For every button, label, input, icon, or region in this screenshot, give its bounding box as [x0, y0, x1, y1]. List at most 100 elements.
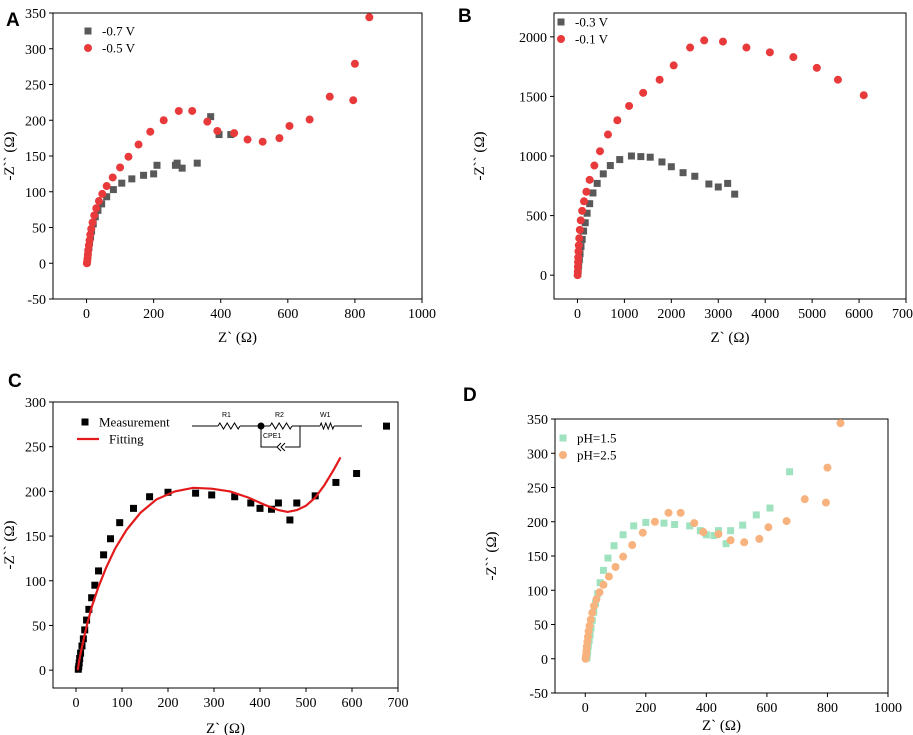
point-measurement: [383, 422, 390, 430]
point-0-5-v: [230, 129, 239, 138]
point-0-1-v: [765, 48, 774, 57]
point-measurement: [164, 488, 172, 496]
panel-letter-c: C: [8, 371, 22, 392]
x-tick-label: 0: [73, 696, 80, 711]
y-tick-label: 50: [32, 619, 46, 634]
point-ph-1-5: [710, 531, 718, 539]
y-tick-label: 0: [541, 653, 548, 668]
point-0-1-v: [575, 225, 584, 234]
point-measurement: [256, 504, 264, 512]
legend-swatch-0-3-v: [557, 18, 565, 26]
point-measurement: [274, 499, 282, 507]
point-0-3-v: [714, 183, 722, 191]
point-ph-1-5: [702, 531, 710, 539]
point-measurement: [286, 516, 294, 524]
point-0-7-v: [153, 161, 161, 169]
point-0-5-v: [203, 117, 212, 126]
point-ph-2-5: [611, 562, 620, 571]
point-0-5-v: [88, 218, 97, 227]
circuit-label-r1: R1: [222, 412, 231, 419]
point-ph-2-5: [726, 536, 735, 545]
point-0-1-v: [812, 63, 821, 72]
point-0-1-v: [718, 37, 727, 46]
point-0-5-v: [159, 116, 168, 125]
x-tick-label: 5000: [798, 307, 826, 322]
point-0-3-v: [691, 172, 699, 180]
point-0-5-v: [102, 182, 111, 191]
point-0-5-v: [325, 92, 334, 101]
point-ph-2-5: [592, 595, 601, 604]
y-tick-label: 500: [526, 210, 547, 225]
y-tick-label: 50: [534, 619, 548, 634]
point-0-1-v: [742, 43, 751, 52]
point-measurement: [88, 594, 96, 602]
point-measurement: [231, 493, 239, 501]
point-0-3-v: [586, 200, 594, 208]
panel-a: A 0 200 400 600 800 1000 -50 0 50 100 150 200 250 300 3…: [0, 0, 456, 367]
x-tick-label: 2000: [657, 307, 685, 322]
y-tick-label: 350: [25, 7, 46, 22]
point-0-5-v: [146, 127, 155, 136]
circuit-label-cpe1: CPE1: [263, 433, 281, 440]
point-0-5-v: [116, 163, 125, 172]
point-ph-2-5: [599, 580, 608, 589]
point-0-1-v: [859, 91, 868, 100]
point-0-1-v: [595, 147, 604, 156]
point-0-7-v: [103, 193, 111, 201]
point-0-1-v: [603, 130, 612, 139]
point-0-7-v: [109, 186, 117, 194]
point-ph-2-5: [628, 541, 637, 550]
point-ph-2-5: [585, 621, 594, 630]
x-axis-label: Z` (Ω): [710, 330, 749, 346]
point-0-5-v: [124, 152, 133, 161]
point-ph-1-5: [660, 519, 668, 527]
y-tick-label: 250: [527, 482, 548, 497]
point-ph-1-5: [610, 542, 618, 550]
point-0-7-v: [173, 159, 181, 167]
point-ph-1-5: [752, 511, 760, 519]
y-tick-label: 150: [25, 530, 46, 545]
y-tick-label: 300: [25, 396, 46, 411]
y-tick-label: 1500: [519, 90, 547, 105]
y-tick-label: 300: [25, 43, 46, 58]
point-0-3-v: [627, 152, 635, 160]
point-ph-2-5: [800, 495, 809, 504]
point-0-7-v: [128, 175, 136, 183]
x-tick-label: 100: [112, 696, 133, 711]
y-tick-label: 100: [25, 575, 46, 590]
legend-swatch-0-1-v: [557, 35, 565, 43]
point-0-1-v: [575, 234, 584, 243]
plot-frame: [52, 401, 399, 689]
point-ph-2-5: [755, 534, 764, 543]
y-tick-label: 250: [25, 79, 46, 94]
point-0-5-v: [87, 224, 96, 233]
plot-frame: [52, 12, 423, 300]
y-axis-label: -Z`` (Ω): [484, 531, 500, 580]
point-ph-1-5: [727, 527, 735, 535]
point-0-7-v: [178, 164, 186, 172]
circuit-label-w1: W1: [320, 412, 331, 419]
point-0-3-v: [705, 180, 713, 188]
point-measurement: [83, 616, 91, 624]
point-0-7-v: [150, 170, 158, 178]
x-axis-label: Z` (Ω): [702, 718, 741, 734]
point-0-3-v: [667, 163, 675, 171]
point-0-5-v: [92, 204, 101, 213]
legend-label-0-3-v: -0.3 V: [575, 15, 609, 30]
point-measurement: [146, 493, 154, 501]
marks-b: [573, 36, 868, 280]
marks-d: [581, 419, 845, 663]
point-0-5-v: [275, 134, 284, 143]
x-tick-label: 400: [210, 307, 231, 322]
point-0-3-v: [599, 170, 607, 178]
y-tick-label: 300: [527, 447, 548, 462]
point-measurement: [107, 535, 114, 543]
x-tick-label: 800: [817, 701, 838, 716]
legend-swatch-0-5-v: [84, 44, 92, 52]
point-0-3-v: [616, 156, 624, 164]
x-tick-label: 1000: [610, 307, 638, 322]
panel-c: C 0 100 200 300 400 500 600 700 0 50 100 150 200 250 30…: [0, 367, 456, 735]
x-tick-label: 1000: [408, 307, 436, 322]
point-0-3-v: [589, 189, 597, 197]
